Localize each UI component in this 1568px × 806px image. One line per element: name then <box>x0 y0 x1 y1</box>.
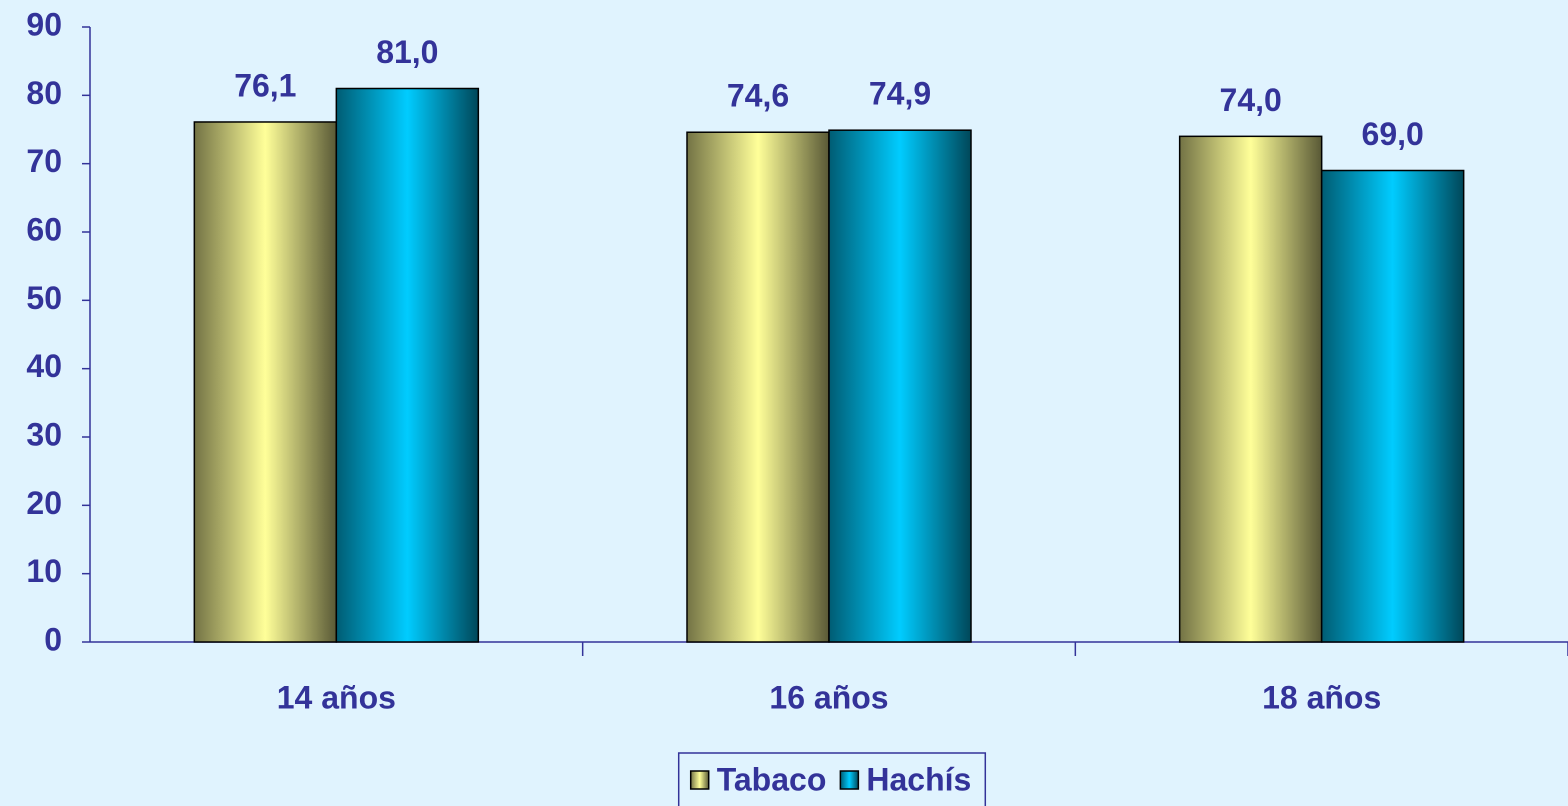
value-label: 74,6 <box>727 78 789 114</box>
value-label: 76,1 <box>234 67 296 103</box>
value-label: 81,0 <box>376 34 438 70</box>
legend-swatch <box>689 770 710 790</box>
x-tick-label: 18 años <box>1262 679 1381 715</box>
legend-swatch <box>839 770 860 790</box>
value-label: 74,9 <box>869 76 931 112</box>
y-tick-label: 90 <box>26 6 62 42</box>
bar <box>1320 169 1465 643</box>
bar <box>686 131 830 643</box>
legend-box <box>677 752 987 806</box>
x-tick-label: 16 años <box>769 679 888 715</box>
bar <box>1178 135 1323 643</box>
y-tick-label: 40 <box>26 348 62 384</box>
y-tick-label: 30 <box>26 416 62 452</box>
y-tick-label: 20 <box>26 485 62 521</box>
y-tick-label: 10 <box>26 553 62 589</box>
y-tick-label: 60 <box>26 211 62 247</box>
x-tick-label: 14 años <box>277 679 396 715</box>
value-label: 69,0 <box>1362 116 1424 152</box>
bar <box>193 121 338 643</box>
bar <box>828 129 972 643</box>
legend-label: Hachís <box>866 761 971 797</box>
legend: Tabaco Hachís <box>677 752 987 806</box>
y-tick-label: 80 <box>26 75 62 111</box>
legend-label: Tabaco <box>717 761 827 797</box>
y-tick-label: 0 <box>44 621 62 657</box>
y-tick-label: 50 <box>26 280 62 316</box>
y-tick-label: 70 <box>26 143 62 179</box>
bar <box>335 87 480 643</box>
value-label: 74,0 <box>1220 82 1282 118</box>
